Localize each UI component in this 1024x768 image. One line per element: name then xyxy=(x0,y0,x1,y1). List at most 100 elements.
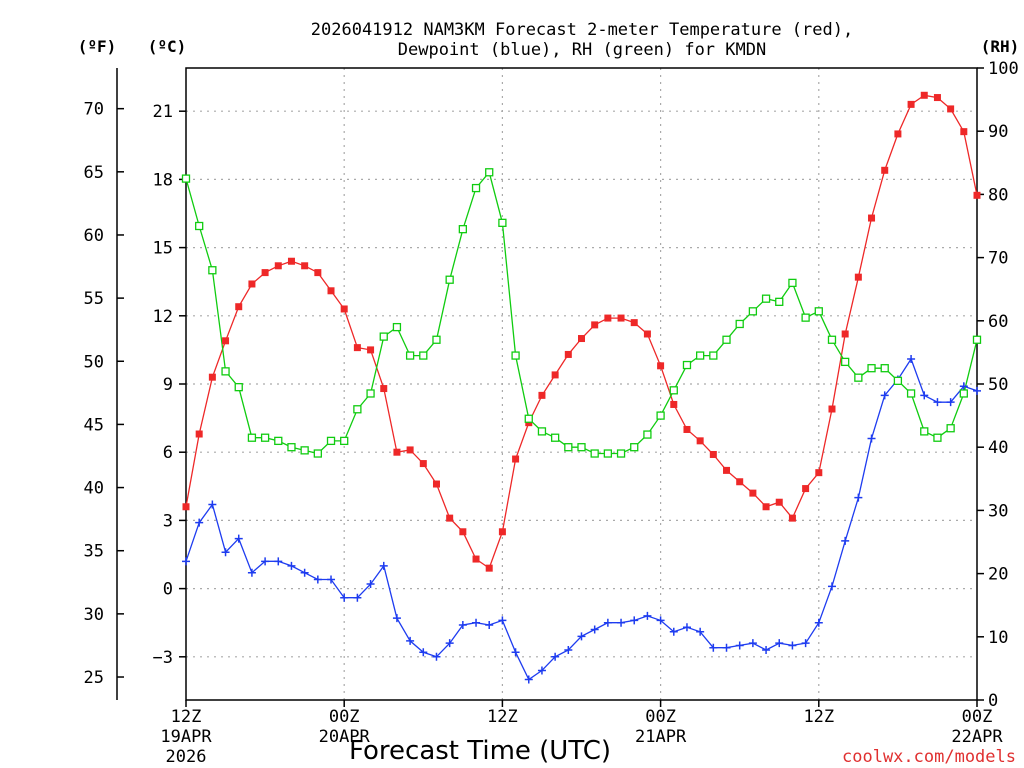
temperature-point xyxy=(841,330,849,338)
rh-point xyxy=(195,221,204,231)
rh-point xyxy=(841,357,850,367)
temperature-point xyxy=(604,314,612,322)
rh-point xyxy=(643,430,652,439)
dewpoint-point xyxy=(788,641,797,650)
temperature-point xyxy=(617,314,625,322)
temperature-point xyxy=(301,262,309,270)
temperature-point xyxy=(815,469,823,477)
x-tick-date: 20APR xyxy=(319,727,371,747)
dewpoint-point xyxy=(340,593,349,602)
temperature-point xyxy=(973,191,981,199)
dewpoint-point xyxy=(564,645,573,654)
rh-point xyxy=(775,297,784,306)
rh-point xyxy=(748,307,758,316)
rh-tick-label: 20 xyxy=(988,565,1008,585)
x-tick-label: 12Z xyxy=(487,707,518,727)
rh-tick-label: 80 xyxy=(988,185,1008,205)
rh-tick-label: 40 xyxy=(988,438,1008,458)
celsius-tick-label: 6 xyxy=(163,443,173,463)
rh-point xyxy=(419,351,428,360)
dewpoint-point xyxy=(775,639,784,648)
temperature-point xyxy=(538,391,546,399)
rh-point xyxy=(564,443,573,452)
rh-tick-label: 90 xyxy=(988,122,1008,142)
temperature-point xyxy=(498,528,506,536)
dewpoint-point xyxy=(854,493,863,502)
dewpoint-point xyxy=(696,627,705,636)
x-tick-label: 12Z xyxy=(171,707,202,727)
temperature-point xyxy=(459,528,467,536)
dewpoint-point xyxy=(973,386,981,395)
temperature-point xyxy=(393,448,401,456)
dewpoint-point xyxy=(590,625,599,634)
dewpoint-line xyxy=(185,357,978,681)
temperature-point xyxy=(907,100,915,108)
fahrenheit-tick-label: 65 xyxy=(84,163,104,183)
dewpoint-point xyxy=(406,636,415,645)
dewpoint-point xyxy=(617,618,626,627)
series-lines xyxy=(185,94,978,681)
rh-point xyxy=(181,174,191,183)
dewpoint-point xyxy=(669,627,678,636)
rh-point xyxy=(630,443,639,452)
rh-point xyxy=(485,168,494,177)
temperature-point xyxy=(195,430,203,438)
temperature-point xyxy=(406,446,414,454)
rh-tick-label: 70 xyxy=(988,249,1008,269)
dewpoint-point xyxy=(748,639,757,648)
fahrenheit-tick-label: 35 xyxy=(84,542,104,562)
fahrenheit-tick-label: 45 xyxy=(84,415,104,435)
dewpoint-point xyxy=(762,645,771,654)
temperature-point xyxy=(723,466,731,474)
dewpoint-point xyxy=(643,611,652,620)
dewpoint-point xyxy=(656,616,665,625)
rh-point xyxy=(761,294,771,303)
x-tick-label: 00Z xyxy=(645,707,676,727)
dewpoint-point xyxy=(419,648,428,657)
dewpoint-point xyxy=(366,580,375,589)
rh-point xyxy=(234,383,243,392)
temperature-point xyxy=(248,280,256,288)
rh-tick-label: 0 xyxy=(988,691,998,711)
fahrenheit-tick-label: 50 xyxy=(84,352,104,372)
dewpoint-point xyxy=(867,434,876,443)
rh-point xyxy=(867,364,876,373)
fahrenheit-tick-label: 55 xyxy=(84,289,104,309)
temperature-point xyxy=(419,460,427,468)
x-tick-date: 19APR xyxy=(160,727,212,747)
temperature-point xyxy=(960,128,968,136)
dewpoint-point xyxy=(498,616,507,625)
rh-point xyxy=(959,389,968,398)
temperature-point xyxy=(920,91,928,99)
rh-point xyxy=(603,449,613,458)
rh-point xyxy=(854,373,863,382)
temperature-point xyxy=(591,321,599,329)
dewpoint-point xyxy=(353,593,362,602)
rh-point xyxy=(669,386,678,395)
x-tick-year: 2026 xyxy=(166,747,207,767)
rh-point xyxy=(340,436,349,446)
fahrenheit-tick-label: 25 xyxy=(84,668,104,688)
rh-point xyxy=(920,427,929,436)
temperature-point xyxy=(551,371,559,379)
axes xyxy=(116,67,984,707)
temperature-point xyxy=(432,480,440,488)
dewpoint-point xyxy=(577,632,586,641)
temperature-point xyxy=(446,514,454,522)
rh-point xyxy=(471,183,481,193)
rh-point xyxy=(616,449,626,458)
fahrenheit-tick-label: 30 xyxy=(84,605,104,625)
temperature-point xyxy=(182,503,190,511)
rh-unit-label: (RH) xyxy=(981,37,1020,56)
temperature-point xyxy=(670,400,678,408)
temperature-point xyxy=(314,269,322,277)
temperature-point xyxy=(947,105,955,113)
dewpoint-point xyxy=(946,398,955,407)
rh-point xyxy=(893,376,903,385)
temperature-point xyxy=(353,344,361,352)
grid-lines xyxy=(186,68,977,700)
celsius-tick-label: 15 xyxy=(153,239,173,259)
rh-point xyxy=(405,351,415,360)
dewpoint-point xyxy=(814,618,823,627)
